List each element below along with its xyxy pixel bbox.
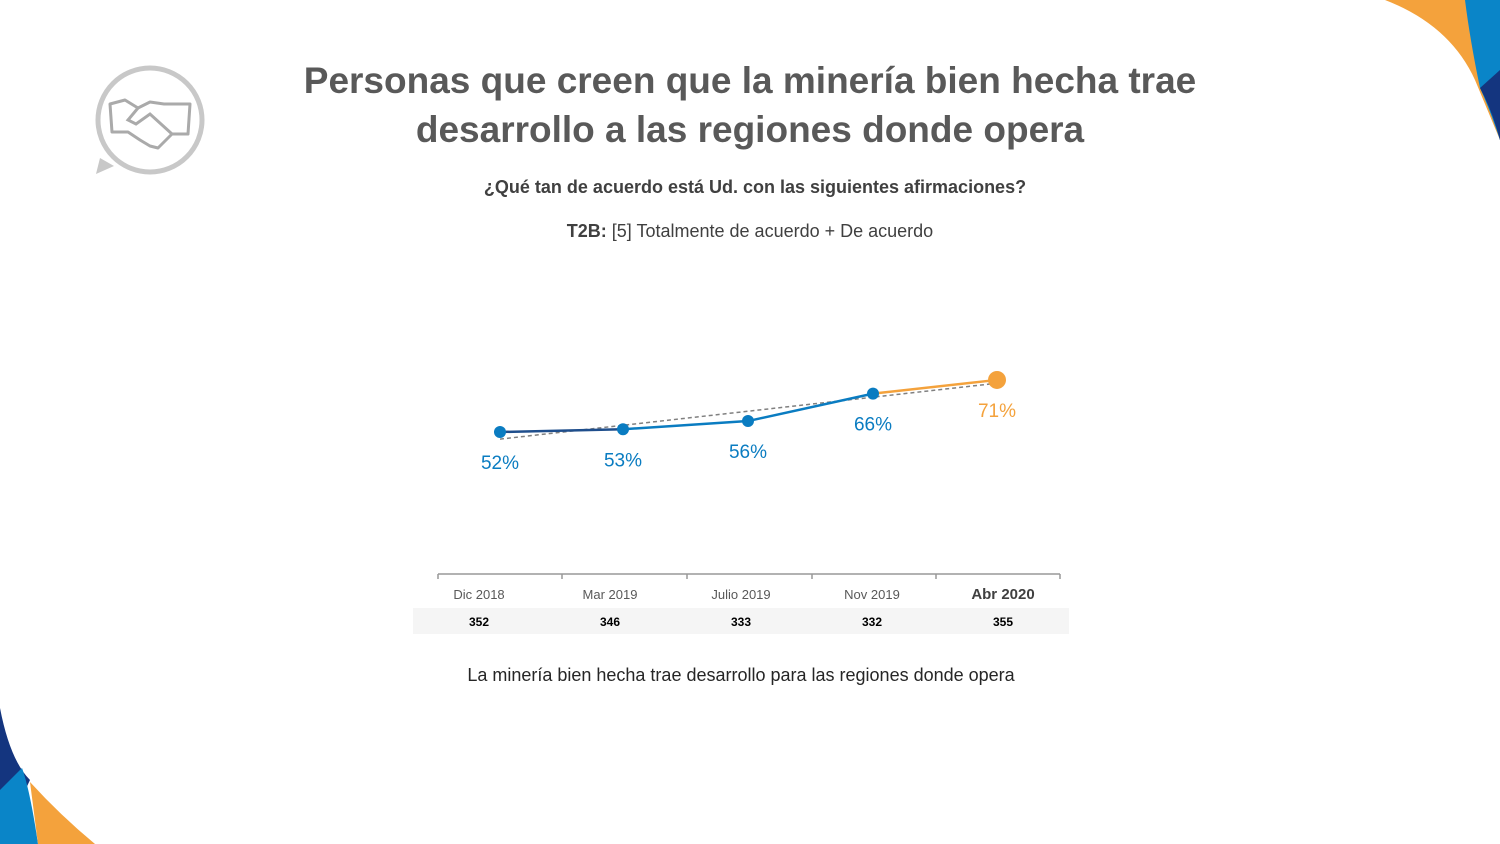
sample-size-value: 355 — [993, 615, 1013, 629]
sample-size-row — [413, 608, 1069, 634]
x-tick-label: Nov 2019 — [844, 587, 900, 602]
t2b-label: T2B: — [566, 221, 607, 241]
bottom-left-decoration — [0, 708, 95, 844]
top-right-decoration — [1385, 0, 1500, 140]
t2b-text: [5] Totalmente de acuerdo + De acuerdo — [606, 221, 934, 241]
data-point — [988, 370, 1006, 389]
data-point — [867, 387, 879, 400]
page-title: Personas que creen que la minería bien h… — [250, 56, 1250, 154]
sample-size-value: 332 — [862, 615, 882, 629]
t2b-definition: T2B: [5] Totalmente de acuerdo + De acue… — [250, 221, 1250, 242]
sample-size-value: 352 — [469, 615, 489, 629]
title-line-1: Personas que creen que la minería bien h… — [303, 60, 1197, 101]
title-line-2: desarrollo a las regiones donde opera — [415, 109, 1085, 150]
data-label: 53% — [604, 450, 642, 471]
data-label: 52% — [481, 453, 519, 474]
x-tick-label: Mar 2019 — [583, 587, 638, 602]
sample-size-value: 346 — [600, 615, 620, 629]
data-label: 71% — [978, 401, 1016, 422]
x-tick-label: Abr 2020 — [971, 586, 1034, 603]
chart-caption: La minería bien hecha trae desarrollo pa… — [467, 665, 1015, 685]
x-tick-label: Julio 2019 — [711, 587, 770, 602]
line-segment — [499, 428, 624, 434]
x-tick-label: Dic 2018 — [453, 587, 504, 602]
line-segment — [622, 419, 749, 431]
data-point — [617, 423, 629, 436]
data-label: 56% — [729, 442, 767, 463]
line-segment — [872, 378, 998, 395]
data-label: 66% — [854, 415, 892, 436]
trendline — [499, 382, 998, 440]
survey-question: ¿Qué tan de acuerdo está Ud. con las sig… — [483, 177, 1027, 197]
handshake-icon — [95, 65, 205, 175]
line-segment — [747, 392, 874, 423]
data-point — [494, 426, 506, 438]
data-point — [742, 415, 754, 428]
sample-size-value: 333 — [731, 615, 751, 629]
